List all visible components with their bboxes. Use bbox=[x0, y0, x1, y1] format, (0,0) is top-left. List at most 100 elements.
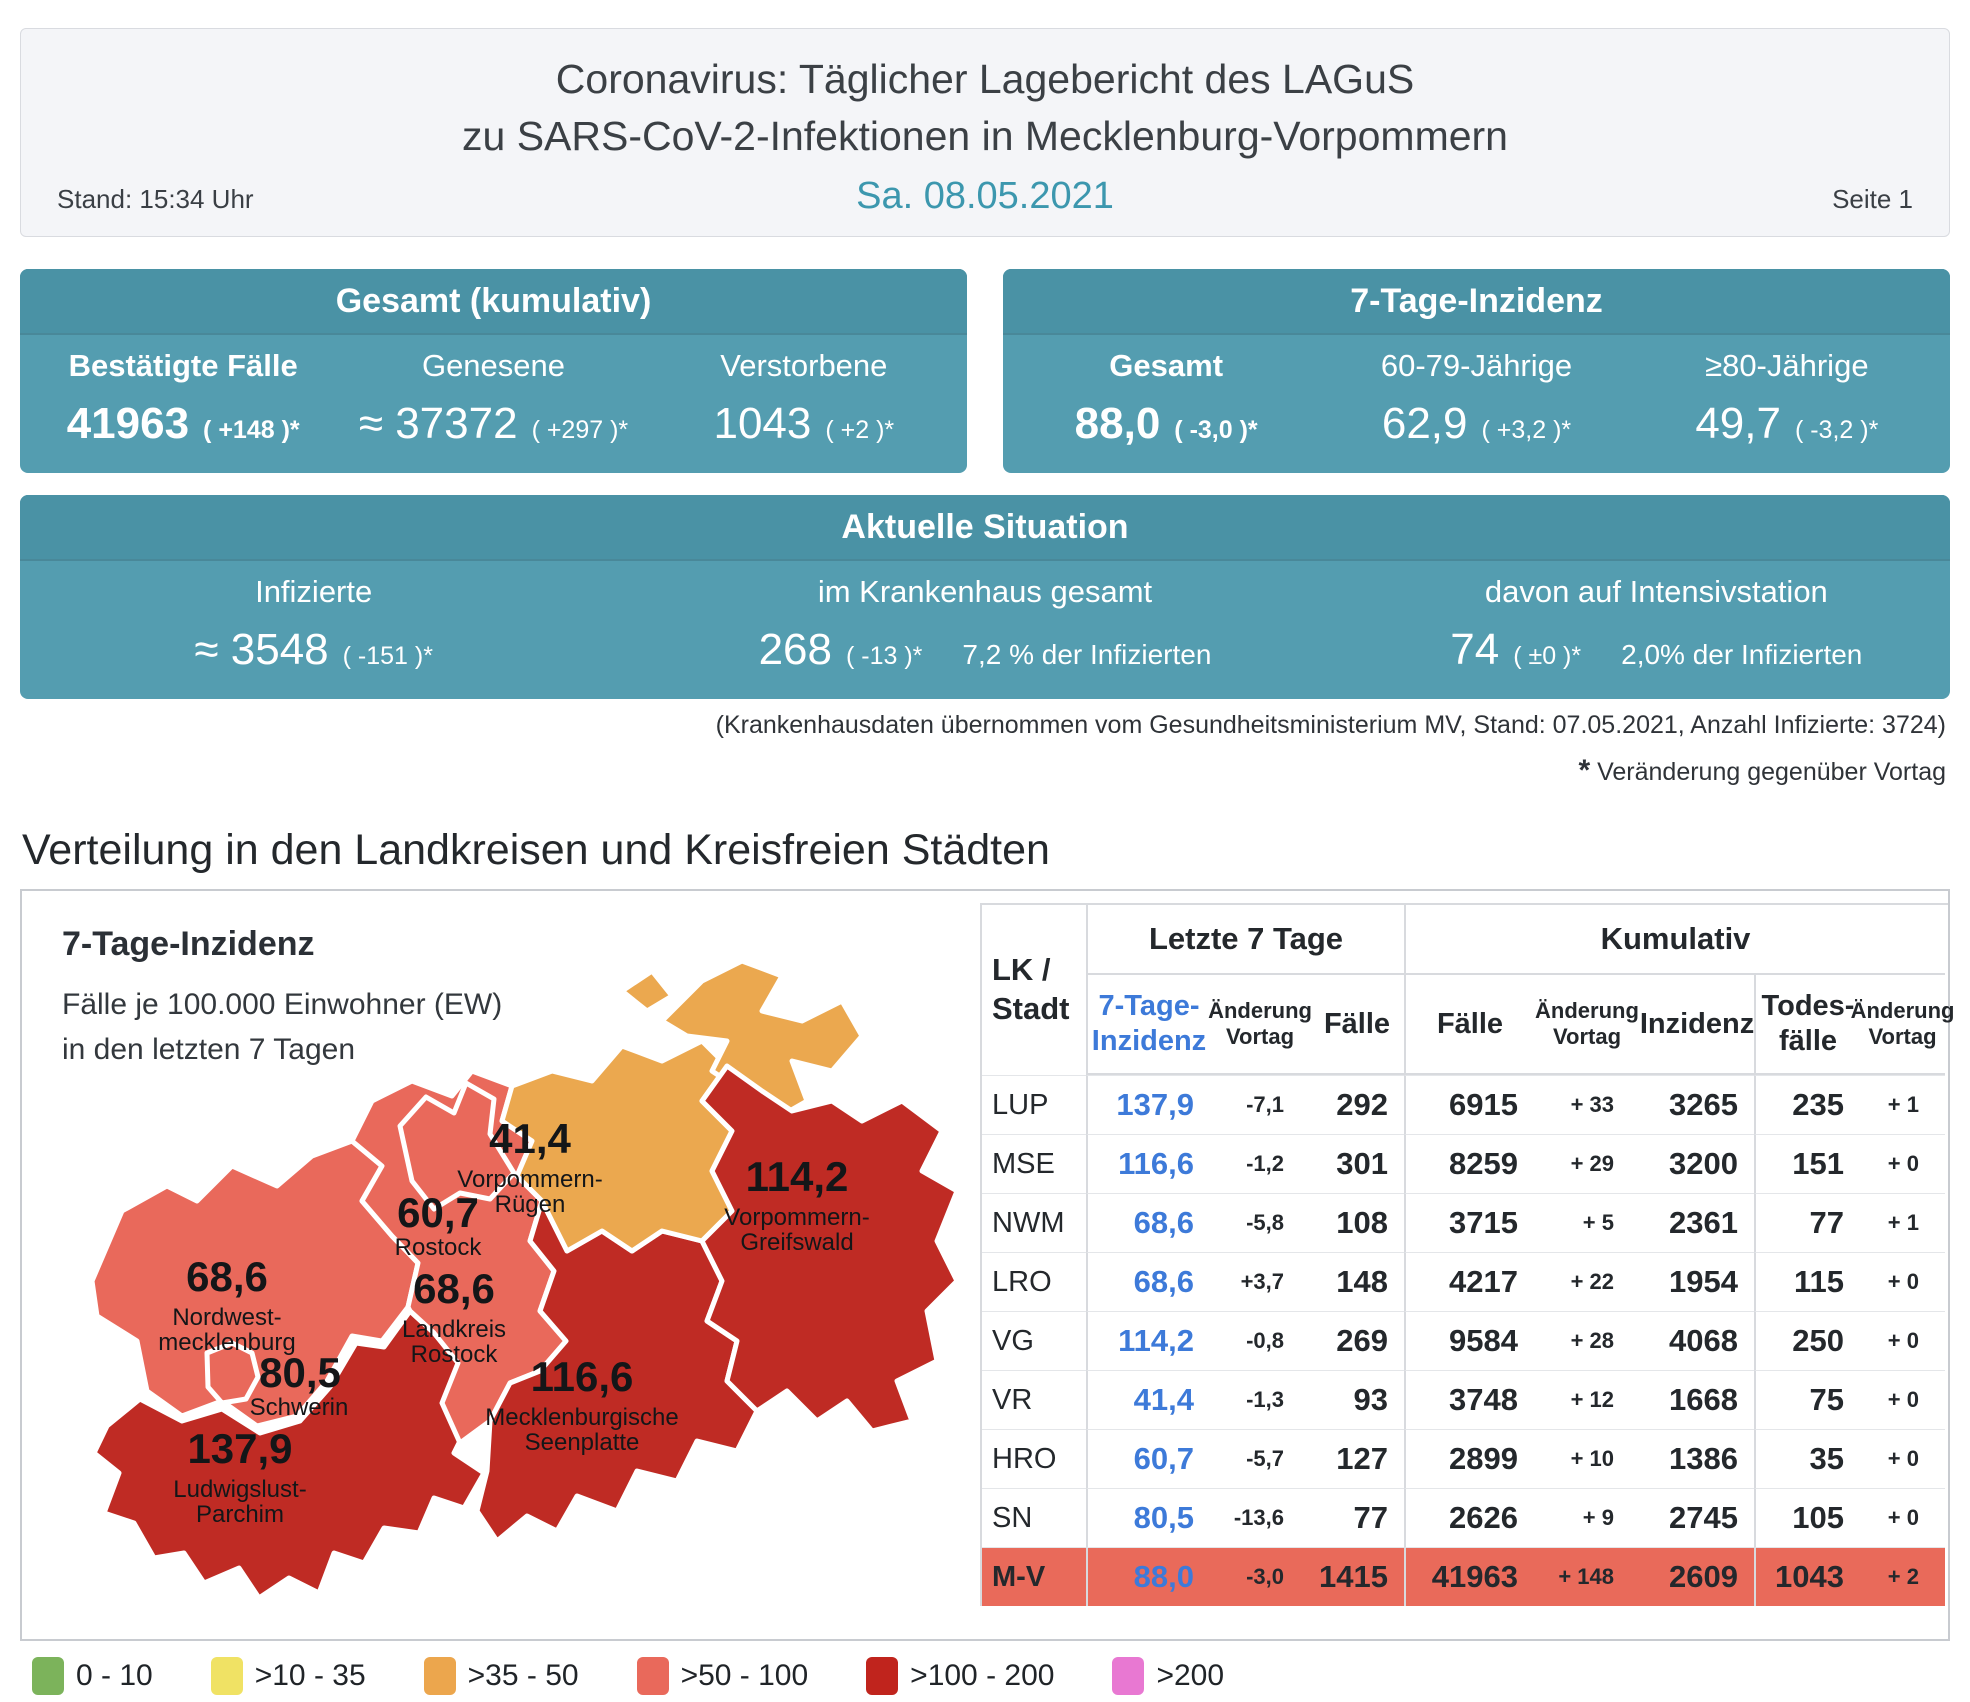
legend-item-200plus: >200 bbox=[1112, 1657, 1224, 1695]
table-cell-ki-HRO: 1386 bbox=[1640, 1429, 1754, 1488]
table-cell-lk-NWM: NWM bbox=[982, 1193, 1086, 1252]
table-cell-td-HRO: + 0 bbox=[1860, 1429, 1945, 1488]
table-cell-kd-SN: + 9 bbox=[1534, 1488, 1640, 1547]
asterisk-footnote: * Veränderung gegenüber Vortag bbox=[20, 754, 1946, 788]
table-cell-d7-SN: -13,6 bbox=[1210, 1488, 1310, 1547]
stat-bestaetigte-faelle: Bestätigte Fälle 41963 ( +148 )* bbox=[28, 348, 338, 449]
stat-delta: ( +2 )* bbox=[825, 416, 895, 444]
table-cell-ki-LUP: 3265 bbox=[1640, 1075, 1754, 1134]
panel-situation-body: Infizierte ≈ 3548 ( -151 )* im Krankenhau… bbox=[20, 559, 1950, 699]
stat-value: 268 bbox=[758, 625, 832, 674]
panel-aktuelle-situation: Aktuelle Situation Infizierte ≈ 3548 ( -1… bbox=[20, 495, 1950, 699]
map-label-lro-name: Landkreis bbox=[402, 1316, 506, 1343]
table-cell-f7-HRO: 127 bbox=[1310, 1429, 1404, 1488]
stat-delta: ( -3,2 )* bbox=[1794, 416, 1879, 444]
report-header: Coronavirus: Täglicher Lagebericht des L… bbox=[20, 28, 1950, 237]
report-meta: Stand: 15:34 Uhr Sa. 08.05.2021 Seite 1 bbox=[57, 175, 1913, 218]
table-cell-f7-LRO: 148 bbox=[1310, 1252, 1404, 1311]
table-cell-d7-NWM: -5,8 bbox=[1210, 1193, 1310, 1252]
table-cell-lk-HRO: HRO bbox=[982, 1429, 1086, 1488]
table-cell-tf-VR: 75 bbox=[1754, 1370, 1860, 1429]
table-cell-kd-HRO: + 10 bbox=[1534, 1429, 1640, 1488]
distribution-panel: 68,6 Nordwest- mecklenburg 80,5 Schwerin… bbox=[20, 889, 1954, 1641]
legend-chip-salmon bbox=[636, 1657, 669, 1695]
table-cell-lk-SN: SN bbox=[982, 1488, 1086, 1547]
map-label-vr-value: 41,4 bbox=[489, 1115, 571, 1162]
stat-delta: ( -151 )* bbox=[342, 642, 433, 670]
table-header-kumulativ: Kumulativ bbox=[1404, 905, 1945, 975]
table-cell-kf-M-V: 41963 bbox=[1404, 1547, 1534, 1606]
table-cell-lk-LUP: LUP bbox=[982, 1075, 1086, 1134]
stat-value: 49,7 bbox=[1695, 399, 1781, 448]
map-label-vg-value: 114,2 bbox=[746, 1153, 849, 1200]
map-label-lro-name: Rostock bbox=[411, 1341, 499, 1368]
table-cell-ki-SN: 2745 bbox=[1640, 1488, 1754, 1547]
table-cell-kf-SN: 2626 bbox=[1404, 1488, 1534, 1547]
map-region-hiddensee-island bbox=[619, 968, 675, 1014]
stat-label: Gesamt bbox=[1109, 348, 1224, 383]
page-number: Seite 1 bbox=[1832, 184, 1914, 214]
table-cell-f7-VG: 269 bbox=[1310, 1311, 1404, 1370]
legend-chip-darkred bbox=[866, 1657, 899, 1695]
stat-delta: ( -13 )* bbox=[845, 642, 923, 670]
section-title: Verteilung in den Landkreisen und Kreisf… bbox=[22, 826, 1050, 874]
table-cell-d7-VG: -0,8 bbox=[1210, 1311, 1310, 1370]
map-subtitle: Fälle je 100.000 Einwohner (EW) in den l… bbox=[62, 982, 502, 1072]
table-cell-kd-LRO: + 22 bbox=[1534, 1252, 1640, 1311]
map-label-mse-value: 116,6 bbox=[531, 1353, 634, 1400]
panel-inzidenz-title: 7-Tage-Inzidenz bbox=[1003, 269, 1950, 333]
stat-value: 62,9 bbox=[1381, 399, 1468, 448]
table-cell-kd-M-V: + 148 bbox=[1534, 1547, 1640, 1606]
map-label-hro-value: 60,7 bbox=[397, 1189, 479, 1236]
table-cell-kd-MSE: + 29 bbox=[1534, 1134, 1640, 1193]
map-header: 7-Tage-Inzidenz Fälle je 100.000 Einwohn… bbox=[62, 925, 502, 1072]
stat-value: ≈ 3548 bbox=[194, 625, 329, 674]
table-cell-tf-HRO: 35 bbox=[1754, 1429, 1860, 1488]
report-title: Coronavirus: Täglicher Lagebericht des L… bbox=[57, 51, 1913, 165]
stat-label: im Krankenhaus gesamt bbox=[817, 574, 1153, 609]
map-subtitle-line1: Fälle je 100.000 Einwohner (EW) bbox=[62, 988, 503, 1021]
stat-value: 88,0 bbox=[1074, 399, 1161, 448]
panel-7-tage-inzidenz: 7-Tage-Inzidenz Gesamt 88,0 ( -3,0 )* 60-… bbox=[1003, 269, 1950, 473]
table-cell-ki-NWM: 2361 bbox=[1640, 1193, 1754, 1252]
table-cell-ki-M-V: 2609 bbox=[1640, 1547, 1754, 1606]
table-cell-kd-NWM: + 5 bbox=[1534, 1193, 1640, 1252]
map-label-nwm-name: Nordwest- bbox=[172, 1304, 281, 1331]
legend-item-10-35: >10 - 35 bbox=[210, 1657, 366, 1695]
panel-situation-title: Aktuelle Situation bbox=[20, 495, 1950, 559]
table-cell-tf-M-V: 1043 bbox=[1754, 1547, 1860, 1606]
table-cell-i7-MSE: 116,6 bbox=[1086, 1134, 1210, 1193]
table-cell-i7-HRO: 60,7 bbox=[1086, 1429, 1210, 1488]
table-cell-kf-LUP: 6915 bbox=[1404, 1075, 1534, 1134]
panel-gesamt-title: Gesamt (kumulativ) bbox=[20, 269, 967, 333]
table-cell-tf-SN: 105 bbox=[1754, 1488, 1860, 1547]
stat-extra: 7,2 % der Infizierten bbox=[962, 639, 1212, 670]
table-cell-kd-VR: + 12 bbox=[1534, 1370, 1640, 1429]
table-cell-ki-MSE: 3200 bbox=[1640, 1134, 1754, 1193]
table-header-7-tage-inzidenz: 7-Tage- Inzidenz bbox=[1086, 975, 1210, 1075]
legend-chip-yellow bbox=[210, 1657, 243, 1695]
table-header-inzidenz-kum: Inzidenz bbox=[1640, 975, 1754, 1075]
legend-chip-pink bbox=[1112, 1657, 1145, 1695]
stat-cards-row: Gesamt (kumulativ) Bestätigte Fälle 4196… bbox=[20, 269, 1950, 473]
table-cell-td-VG: + 0 bbox=[1860, 1311, 1945, 1370]
report-title-line1: Coronavirus: Täglicher Lagebericht des L… bbox=[555, 56, 1415, 102]
map-region-ruegen-island bbox=[659, 958, 865, 1124]
panel-inzidenz-body: Gesamt 88,0 ( -3,0 )* 60-79-Jährige 62,9 (… bbox=[1003, 333, 1950, 473]
table-cell-f7-SN: 77 bbox=[1310, 1488, 1404, 1547]
map-label-vg-name: Greifswald bbox=[740, 1229, 853, 1256]
stat-delta: ( +297 )* bbox=[531, 416, 629, 444]
legend-chip-orange bbox=[423, 1657, 456, 1695]
table-cell-kf-MSE: 8259 bbox=[1404, 1134, 1534, 1193]
stat-value: 41963 bbox=[66, 399, 190, 448]
table-cell-lk-VG: VG bbox=[982, 1311, 1086, 1370]
report-date: Sa. 08.05.2021 bbox=[856, 175, 1114, 217]
map-region-rostock-stadt bbox=[397, 1080, 517, 1212]
stat-label: Bestätigte Fälle bbox=[68, 348, 298, 383]
table-cell-kd-LUP: + 33 bbox=[1534, 1075, 1640, 1134]
table-cell-i7-NWM: 68,6 bbox=[1086, 1193, 1210, 1252]
table-header-faelle-kum: Fälle bbox=[1404, 975, 1534, 1075]
stat-label: Verstorbene bbox=[720, 348, 888, 383]
table-header-aenderung-tote: Änderung Vortag bbox=[1851, 975, 1954, 1075]
